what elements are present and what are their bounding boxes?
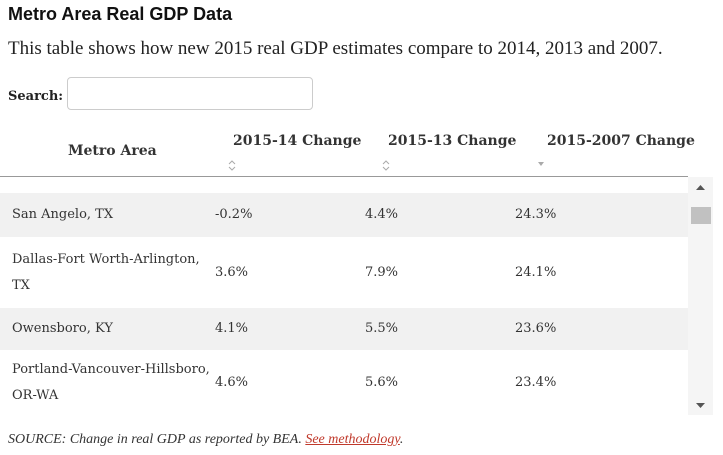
change-value: 7.9%	[365, 264, 399, 280]
table-row: San Angelo, TX -0.2% 4.4% 24.3%	[0, 193, 688, 237]
metro-name: Dallas-Fort Worth-Arlington, TX	[12, 251, 200, 293]
search-input[interactable]	[67, 77, 313, 110]
header-border	[0, 176, 688, 177]
source-text: SOURCE: Change in real GDP as reported b…	[8, 432, 302, 447]
change-value: 23.4%	[515, 374, 557, 390]
table-row: Dallas-Fort Worth-Arlington, TX 3.6% 7.9% 2…	[0, 237, 688, 308]
change-value: -0.2%	[215, 207, 253, 222]
change-value: 4.6%	[215, 374, 249, 390]
sort-icon	[382, 160, 390, 171]
title: Metro Area Real GDP Data	[8, 4, 233, 24]
sort-icon	[538, 162, 544, 166]
column-header[interactable]: 2015-2007 Change	[547, 133, 695, 149]
subtitle: This table shows how new 2015 real GDP e…	[8, 38, 663, 59]
change-value: 4.4%	[365, 207, 399, 222]
change-value: 5.5%	[365, 321, 399, 336]
column-header[interactable]: 2015-13 Change	[388, 133, 517, 149]
change-value: 24.3%	[515, 207, 557, 222]
search-label: Search:	[8, 89, 64, 104]
metro-name: Owensboro, KY	[12, 321, 113, 336]
column-header[interactable]: Metro Area	[68, 143, 157, 159]
scroll-up[interactable]	[696, 185, 705, 190]
change-value: 5.6%	[365, 374, 399, 390]
methodology-link[interactable]: See methodology	[305, 432, 400, 447]
sort-icons	[228, 160, 544, 171]
column-header[interactable]: 2015-14 Change	[233, 133, 362, 149]
table-row: Portland-Vancouver-Hillsboro, OR-WA 4.6% 5…	[0, 350, 688, 415]
change-value: 24.1%	[515, 264, 557, 280]
scroll-arrows	[696, 185, 705, 408]
metro-name: San Angelo, TX	[12, 207, 114, 222]
change-value: 23.6%	[515, 321, 557, 336]
scroll-thumb[interactable]	[691, 207, 711, 224]
table-body: San Angelo, TX -0.2% 4.4% 24.3% Dallas-Fort …	[0, 177, 688, 415]
change-value: 3.6%	[215, 264, 249, 280]
metro-name: Portland-Vancouver-Hillsboro, OR-WA	[12, 361, 210, 403]
scroll-down[interactable]	[696, 403, 705, 408]
sort-icon	[228, 160, 236, 171]
change-value: 4.1%	[215, 321, 249, 336]
source: SOURCE: Change in real GDP as reported b…	[8, 432, 404, 447]
table-row: Owensboro, KY 4.1% 5.5% 23.6%	[0, 308, 688, 350]
